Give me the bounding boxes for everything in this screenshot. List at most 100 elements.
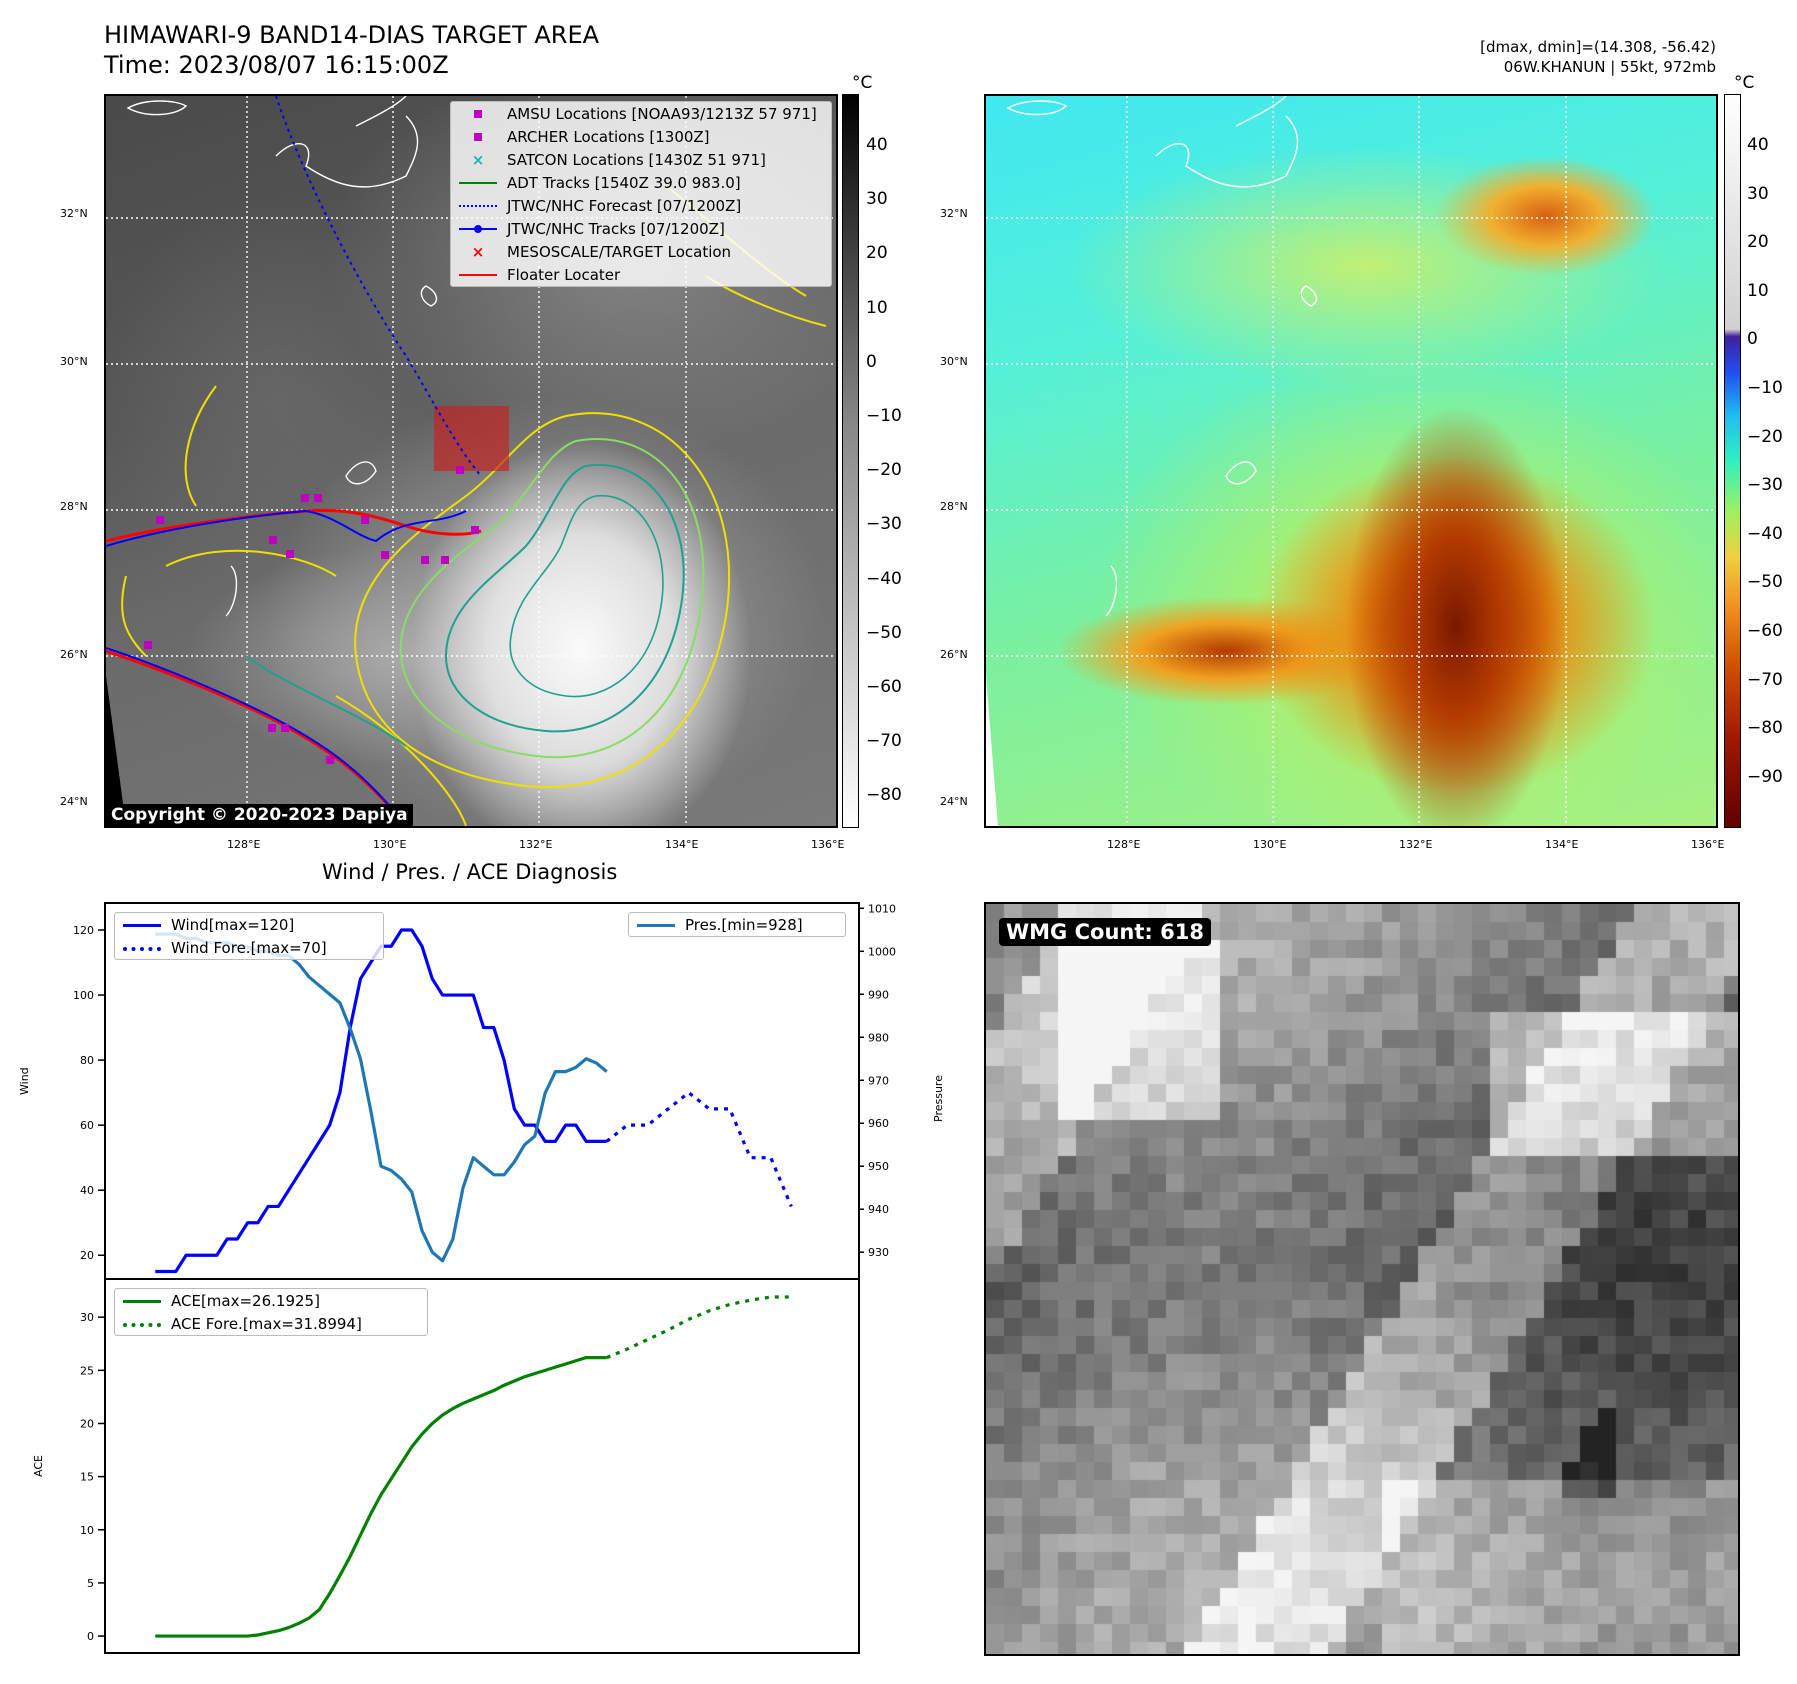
colorbar-tick: −80 [866, 785, 902, 806]
cloud-top-contours [121, 185, 827, 826]
jtwc-track-north [106, 509, 467, 547]
colorbar-tick: −30 [1747, 475, 1783, 496]
colorbar-tick: 30 [866, 189, 888, 210]
legend-ace: ACE[max=26.1925] [115, 1289, 427, 1312]
floater-track [106, 508, 482, 543]
wind-ytick-label: 80 [80, 1054, 94, 1067]
pressure-ytick-label: 940 [868, 1203, 889, 1216]
figure-title: HIMAWARI-9 BAND14-DIAS TARGET AREA [104, 21, 600, 49]
ace-ytick-label: 15 [80, 1471, 94, 1484]
coastlines [126, 96, 438, 617]
colorbar-tick: −20 [1747, 426, 1783, 447]
legend-ace-forecast: ACE Fore.[max=31.8994] [115, 1312, 427, 1335]
lat-label: 32°N [940, 207, 968, 220]
colorbar-tick: −80 [1747, 718, 1783, 739]
colorbar-tick: −50 [1747, 572, 1783, 593]
diagnosis-title: Wind / Pres. / ACE Diagnosis [322, 860, 618, 884]
colorbar-tick: −90 [1747, 766, 1783, 787]
wind-axis-label: Wind [18, 1067, 31, 1095]
legend-satcon: × SATCON Locations [1430Z 51 971] [471, 150, 766, 169]
lat-label: 24°N [940, 795, 968, 808]
ace-ytick-label: 20 [80, 1417, 94, 1430]
lon-label: 134°E [1545, 838, 1579, 851]
lon-label: 128°E [1107, 838, 1141, 851]
map-gridlines [986, 96, 1716, 826]
lon-label: 130°E [1253, 838, 1287, 851]
series-line-2 [155, 932, 608, 1263]
pressure-legend: Pres.[min=928] [628, 912, 846, 937]
wind-ytick-label: 20 [80, 1249, 94, 1262]
jtwc-track-south [106, 647, 407, 826]
colorbar-tick: 30 [1747, 183, 1769, 204]
colorbar-tick: −60 [866, 677, 902, 697]
colorbar-tick: 40 [866, 135, 888, 155]
lat-label: 26°N [60, 648, 88, 661]
colorbar-tick: −70 [866, 731, 902, 752]
target-area-box [434, 406, 509, 471]
storm-info-label: 06W.KHANUN | 55kt, 972mb [1503, 58, 1716, 76]
wind-ytick-label: 60 [80, 1119, 94, 1132]
ace-ytick-label: 0 [87, 1630, 94, 1643]
colorbar-tick: 10 [866, 297, 888, 318]
copyright-badge: Copyright © 2020-2023 Dapiya [106, 804, 413, 826]
colorbar-tick: −70 [1747, 669, 1783, 690]
pressure-ytick-label: 930 [868, 1246, 889, 1259]
legend-jtwc-tracks: JTWC/NHC Tracks [07/1200Z] [451, 217, 831, 240]
wind-ytick-label: 100 [73, 989, 94, 1002]
colorbar-tick: −30 [866, 514, 902, 535]
colorbar-tick: −10 [866, 406, 902, 426]
legend-wind: Wind[max=120] [115, 913, 383, 936]
ir-color-overlay [986, 96, 1716, 826]
wmg-panel[interactable]: WMG Count: 618 [984, 902, 1740, 1656]
color-colorbar [1724, 94, 1741, 828]
map-legend: AMSU Locations [NOAA93/1213Z 57 971] ARC… [450, 101, 832, 287]
legend-wind-forecast: Wind Fore.[max=70] [115, 936, 383, 959]
lon-label: 136°E [1691, 838, 1725, 851]
coastlines [1006, 96, 1318, 617]
wmg-count-badge: WMG Count: 618 [999, 918, 1211, 946]
lat-label: 28°N [940, 500, 968, 513]
colorbar-tick: 20 [1747, 232, 1769, 253]
colorbar-tick: −20 [866, 460, 902, 481]
ace-axis-label: ACE [32, 1455, 45, 1477]
lat-label: 32°N [60, 207, 88, 220]
legend-amsu: AMSU Locations [NOAA93/1213Z 57 971] [451, 102, 831, 125]
lon-label: 132°E [519, 838, 553, 851]
pressure-ytick-label: 1010 [868, 902, 896, 915]
lat-label: 28°N [60, 500, 88, 513]
amsu-markers [144, 466, 479, 764]
lat-label: 30°N [60, 355, 88, 368]
wmg-pixel-canvas [986, 904, 1738, 1654]
ace-ytick-label: 5 [87, 1577, 94, 1590]
missing-data-wedge [106, 676, 126, 826]
ir-color-map[interactable] [984, 94, 1718, 828]
color-colorbar-unit: °C [1734, 73, 1755, 93]
lon-label: 128°E [227, 838, 261, 851]
colorbar-tick: 0 [1747, 329, 1758, 350]
lon-label: 136°E [811, 838, 845, 851]
pressure-ytick-label: 980 [868, 1031, 889, 1044]
dmax-dmin-label: [dmax, dmin]=(14.308, -56.42) [1480, 38, 1716, 56]
ir-gray-map[interactable]: AMSU Locations [NOAA93/1213Z 57 971] ARC… [104, 94, 838, 828]
legend-floater: Floater Locater [451, 263, 831, 286]
legend-archer: ARCHER Locations [1300Z] [451, 125, 831, 148]
ace-series-line-1 [606, 1295, 792, 1360]
ace-legend: ACE[max=26.1925] ACE Fore.[max=31.8994] [114, 1288, 428, 1336]
colorbar-tick: 0 [866, 351, 877, 372]
ace-series-line-0 [155, 1355, 607, 1638]
lon-label: 134°E [665, 838, 699, 851]
legend-target-location: × MESOSCALE/TARGET Location [471, 242, 732, 261]
lat-label: 30°N [940, 355, 968, 368]
figure-time: Time: 2023/08/07 16:15:00Z [104, 51, 449, 79]
ace-ytick-label: 10 [80, 1524, 94, 1537]
series-line-1 [605, 1091, 793, 1208]
lat-label: 24°N [60, 795, 88, 808]
colorbar-tick: −40 [866, 568, 902, 589]
lon-label: 132°E [1399, 838, 1433, 851]
colorbar-tick: 20 [866, 243, 888, 264]
colorbar-tick: −60 [1747, 621, 1783, 641]
colorbar-tick: 10 [1747, 280, 1769, 301]
pressure-ytick-label: 960 [868, 1117, 889, 1130]
pressure-ytick-label: 970 [868, 1074, 889, 1087]
ace-ytick-label: 25 [80, 1364, 94, 1377]
